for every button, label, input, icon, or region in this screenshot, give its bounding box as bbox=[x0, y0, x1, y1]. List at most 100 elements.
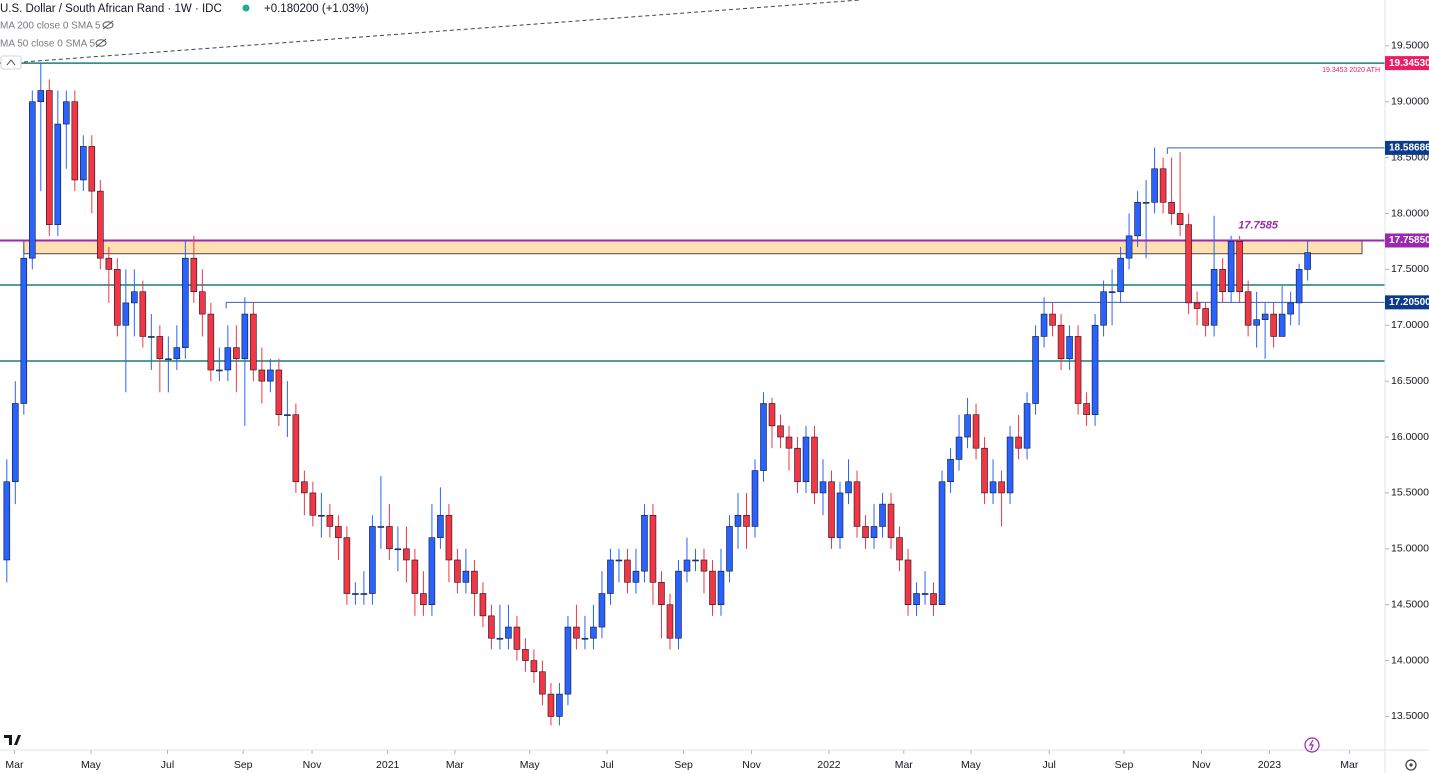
symbol-title: U.S. Dollar / South African Rand · 1W · … bbox=[0, 3, 222, 15]
candle-body bbox=[972, 414, 980, 449]
x-tick-label: Sep bbox=[234, 759, 253, 771]
candle-body bbox=[301, 481, 308, 494]
candle-body bbox=[71, 101, 79, 181]
settings-icon[interactable] bbox=[1405, 759, 1417, 771]
price-label-box bbox=[1385, 233, 1429, 248]
candle-body bbox=[700, 559, 708, 572]
resistance-zone bbox=[23, 240, 1363, 255]
candle-body bbox=[122, 302, 130, 326]
candle-body bbox=[20, 257, 28, 404]
candle-body bbox=[1125, 235, 1133, 259]
candle-body bbox=[12, 403, 19, 483]
x-tick-label: May bbox=[520, 759, 541, 771]
x-tick-label: Mar bbox=[446, 759, 465, 771]
candle-body bbox=[743, 514, 750, 527]
candle-body bbox=[360, 593, 368, 595]
hidden-eye-icon[interactable] bbox=[95, 38, 107, 48]
candle-body bbox=[811, 436, 818, 494]
y-tick-label: 15.500000 bbox=[1391, 487, 1429, 499]
candle-body bbox=[335, 526, 342, 538]
y-tick-label: 17.000000 bbox=[1391, 319, 1429, 331]
candle-body bbox=[1304, 252, 1311, 270]
x-tick-label: Jul bbox=[600, 759, 613, 771]
candle-body bbox=[828, 481, 835, 538]
x-tick-label: Nov bbox=[1192, 759, 1211, 771]
candle-body bbox=[258, 369, 266, 382]
candle-body bbox=[760, 403, 767, 471]
plot-area: 19.3453 2020 ATH 17.7585 bbox=[0, 62, 1385, 726]
candle-body bbox=[615, 559, 623, 562]
candle-body bbox=[97, 190, 104, 259]
candle-body bbox=[522, 649, 529, 661]
candle-body bbox=[488, 615, 495, 639]
candle-body bbox=[394, 548, 402, 551]
candle-body bbox=[241, 313, 249, 360]
candle-body bbox=[624, 559, 631, 583]
candle-body bbox=[369, 526, 376, 594]
candle-body bbox=[564, 626, 572, 695]
indicator-label: MA 50 close 0 SMA 5 bbox=[0, 39, 95, 50]
candle-body bbox=[930, 593, 937, 605]
candle-body bbox=[768, 403, 776, 427]
candle-body bbox=[717, 570, 725, 605]
candle-body bbox=[1151, 168, 1158, 203]
candle-body bbox=[581, 637, 589, 640]
candle-body bbox=[173, 347, 181, 360]
candle-body bbox=[896, 537, 903, 561]
replay-icon[interactable] bbox=[1304, 737, 1320, 753]
candle-body bbox=[607, 559, 614, 594]
candle-body bbox=[386, 526, 393, 550]
candle-body bbox=[216, 369, 223, 372]
candle-body bbox=[590, 626, 597, 639]
candle-body bbox=[836, 492, 844, 538]
candle-body bbox=[156, 336, 164, 360]
candle-body bbox=[1202, 308, 1209, 326]
candle-body bbox=[726, 526, 733, 572]
candle-body bbox=[692, 559, 699, 562]
x-tick-label: Mar bbox=[895, 759, 914, 771]
candle-body bbox=[131, 291, 138, 304]
candle-body bbox=[1219, 269, 1226, 293]
candle-body bbox=[479, 593, 487, 617]
candle-body bbox=[1236, 241, 1243, 293]
y-tick-label: 16.000000 bbox=[1391, 431, 1429, 443]
candle-body bbox=[1159, 168, 1167, 203]
candle-body bbox=[420, 593, 427, 605]
price-change: +0.180200 (+1.03%) bbox=[264, 3, 369, 15]
candle-body bbox=[462, 570, 470, 583]
candle-body bbox=[853, 481, 861, 527]
x-tick-label: Jul bbox=[1042, 759, 1055, 771]
candle-body bbox=[445, 514, 453, 561]
x-tick-label: Sep bbox=[674, 759, 693, 771]
price-label-box bbox=[1385, 56, 1429, 71]
hidden-eye-icon[interactable] bbox=[102, 20, 114, 30]
candle-body bbox=[428, 537, 436, 605]
candle-body bbox=[598, 593, 606, 628]
price-label-box bbox=[1385, 295, 1429, 310]
candle-body bbox=[80, 146, 87, 181]
candle-body bbox=[3, 481, 11, 561]
candle-body bbox=[275, 369, 283, 415]
candle-body bbox=[862, 526, 869, 538]
y-tick-label: 14.000000 bbox=[1391, 654, 1429, 666]
candle-body bbox=[233, 347, 240, 360]
candle-body bbox=[794, 447, 801, 483]
candle-body bbox=[658, 582, 665, 605]
candle-body bbox=[148, 336, 155, 338]
x-tick-label: May bbox=[81, 759, 102, 771]
candle-body bbox=[411, 559, 419, 594]
candle-body bbox=[938, 481, 946, 605]
candle-body bbox=[1142, 202, 1150, 204]
candle-body bbox=[879, 503, 886, 527]
indicator-label: MA 200 close 0 SMA 5 bbox=[0, 21, 101, 32]
candle-body bbox=[751, 470, 759, 527]
y-tick-label: 19.500000 bbox=[1391, 40, 1429, 52]
candle-body bbox=[114, 269, 121, 326]
candle-body bbox=[326, 514, 334, 527]
candle-body bbox=[998, 481, 1005, 494]
collapse-button[interactable] bbox=[0, 55, 22, 70]
candle-body bbox=[54, 123, 62, 225]
candle-body bbox=[913, 593, 920, 605]
